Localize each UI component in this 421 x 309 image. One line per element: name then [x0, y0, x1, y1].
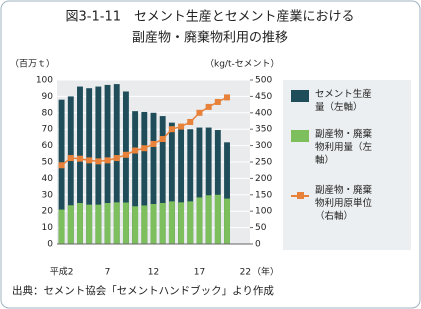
line-marker — [159, 136, 166, 143]
bar — [67, 205, 74, 244]
x-tick-label: 22 — [240, 268, 251, 278]
bar — [187, 201, 194, 244]
y2-tick-label: 450 — [255, 92, 272, 102]
y2-tick-label: 300 — [255, 141, 272, 151]
y-axis-label: （百万ｔ） — [10, 59, 55, 70]
y2-tick-label: 0 — [255, 240, 261, 250]
bar — [58, 209, 65, 244]
line-marker — [95, 158, 102, 165]
bar — [122, 202, 129, 244]
line-marker — [141, 145, 148, 152]
line-marker — [58, 162, 65, 169]
bar — [159, 116, 166, 244]
line-marker — [104, 157, 111, 164]
line-marker — [168, 126, 175, 133]
line-marker — [196, 109, 203, 116]
legend-swatch — [291, 130, 309, 142]
bar — [159, 203, 166, 244]
bar — [141, 111, 148, 244]
legend: セメント生産量（左軸） 副産物・廃棄物利用量（左軸） 副産物・廃棄物利用原単位（右軸… — [283, 80, 411, 250]
bar — [122, 91, 129, 244]
y-tick-label: 90 — [42, 92, 54, 102]
bar — [178, 127, 185, 244]
y-tick-label: 40 — [42, 174, 54, 184]
bar — [132, 111, 139, 244]
bar — [58, 99, 65, 245]
line-marker — [67, 155, 74, 162]
y2-tick-label: 50 — [255, 223, 267, 233]
y-tick-label: 70 — [42, 125, 54, 135]
chart-title: 副産物・廃棄物利用の推移 — [132, 30, 288, 46]
source: 出典：セメント協会「セメントハンドブック」より作成 — [12, 284, 274, 297]
y2-tick-label: 150 — [255, 190, 272, 200]
bar — [86, 88, 93, 244]
line-marker — [113, 155, 120, 162]
y-tick-label: 30 — [42, 190, 54, 200]
line-marker — [205, 103, 212, 110]
line-marker — [132, 147, 139, 154]
y-tick-label: 0 — [47, 240, 53, 250]
bar — [104, 203, 111, 244]
line-marker — [150, 140, 157, 147]
bar — [187, 129, 194, 244]
y2-tick-label: 500 — [255, 76, 272, 86]
bar — [113, 84, 120, 244]
line-marker — [224, 94, 231, 101]
y-tick-label: 20 — [42, 207, 54, 217]
bar — [214, 194, 221, 244]
bar — [141, 205, 148, 244]
bar — [132, 206, 139, 244]
y2-tick-label: 350 — [255, 125, 272, 135]
bar — [224, 142, 230, 244]
bar — [67, 96, 74, 245]
y2-tick-label: 250 — [255, 158, 272, 168]
x-axis-label: （年） — [252, 266, 279, 278]
bar — [168, 201, 175, 244]
bar — [113, 202, 120, 244]
bar — [178, 202, 185, 244]
bar — [95, 86, 102, 244]
bar — [205, 195, 212, 244]
line-marker — [122, 151, 129, 158]
bar — [77, 86, 83, 244]
x-tick-label: 17 — [194, 268, 205, 278]
line-marker — [187, 118, 194, 125]
bar — [95, 204, 102, 244]
bar — [224, 198, 230, 244]
legend-swatch — [291, 90, 309, 102]
y-tick-label: 100 — [36, 76, 53, 86]
bar — [205, 127, 212, 244]
bar — [196, 127, 203, 244]
legend-label: 副産物・廃棄物利用量（左軸） — [315, 129, 373, 166]
line-marker — [76, 155, 83, 162]
y-tick-label: 50 — [42, 158, 54, 168]
bar — [77, 203, 83, 244]
y2-tick-label: 100 — [255, 207, 272, 217]
bar — [196, 197, 203, 244]
x-tick-label: 12 — [148, 268, 159, 278]
y2-tick-label: 400 — [255, 108, 272, 118]
line-marker — [86, 157, 93, 164]
bar — [86, 204, 93, 244]
bar — [214, 130, 221, 244]
bar — [104, 84, 111, 244]
legend-swatch — [291, 192, 309, 199]
chart-title: 図3-1-11 セメント生産とセメント産業における — [66, 9, 355, 25]
y-tick-label: 10 — [42, 223, 54, 233]
x-tick-label: 7 — [105, 268, 111, 278]
legend-label: セメント生産量（左軸） — [315, 89, 372, 113]
y-tick-label: 60 — [42, 141, 54, 151]
y-tick-label: 80 — [42, 108, 54, 118]
x-tick-label: 平成2 — [50, 266, 74, 278]
line-marker — [178, 123, 185, 130]
bar — [168, 122, 175, 244]
bar — [150, 112, 157, 244]
line-marker — [214, 98, 221, 105]
y2-axis-label: （kg/t-セメント） — [205, 59, 280, 70]
legend-label: 副産物・廃棄物利用原単位（右軸） — [315, 185, 373, 222]
y2-tick-label: 200 — [255, 174, 272, 184]
bar — [150, 203, 157, 244]
